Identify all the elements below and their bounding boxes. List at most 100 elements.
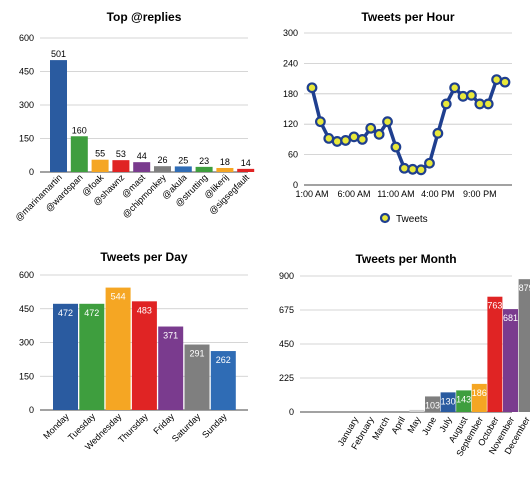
data-point (331, 136, 343, 147)
x-tick-label: 11:00 AM (377, 189, 414, 199)
category-label: Friday (151, 411, 176, 436)
bar (79, 303, 105, 410)
bar (131, 301, 157, 410)
data-point (306, 82, 318, 94)
y-tick-label: 600 (19, 33, 34, 43)
data-point (356, 133, 368, 145)
bar (471, 383, 487, 412)
bar (210, 351, 236, 410)
data-point (365, 122, 377, 134)
y-tick-label: 180 (283, 89, 298, 99)
legend: Tweets (379, 212, 428, 225)
data-point (424, 157, 435, 169)
y-tick-label: 150 (19, 134, 34, 144)
bar (50, 60, 67, 172)
bar-value-label: 55 (95, 149, 105, 159)
bar-value-label: 262 (216, 355, 231, 365)
bar (184, 344, 210, 410)
bar (195, 166, 213, 172)
x-tick-label: 9:00 PM (463, 189, 497, 199)
y-tick-label: 450 (19, 304, 34, 314)
data-point (449, 82, 461, 94)
bar (105, 287, 131, 410)
bar (503, 309, 518, 412)
y-tick-label: 0 (29, 167, 34, 177)
bar-value-label: 103 (425, 400, 440, 410)
bar-value-label: 14 (241, 158, 251, 168)
bar-value-label: 472 (58, 308, 73, 318)
bar (487, 296, 503, 412)
bar (112, 160, 130, 172)
bar-value-label: 472 (84, 308, 99, 318)
bar (409, 409, 425, 412)
data-point (491, 74, 503, 86)
data-point (432, 127, 444, 139)
y-tick-label: 450 (19, 67, 34, 77)
bar-value-label: 143 (456, 394, 471, 404)
chart-title: Tweets per Day (100, 250, 187, 264)
bar (133, 162, 151, 172)
bar-value-label: 544 (111, 292, 126, 302)
category-label: Saturday (170, 411, 203, 444)
bar (158, 326, 184, 410)
y-tick-label: 0 (289, 407, 294, 417)
bar-value-label: 681 (503, 313, 518, 323)
data-point (499, 76, 511, 88)
bar (91, 159, 109, 172)
chart-title: Tweets per Hour (361, 10, 454, 24)
chart-title: Top @replies (107, 10, 182, 24)
data-point (482, 98, 494, 110)
category-label: June (420, 415, 438, 437)
y-tick-label: 600 (19, 270, 34, 280)
category-label: April (389, 415, 407, 436)
data-point (415, 164, 427, 176)
bar (440, 392, 456, 412)
legend-marker (379, 212, 391, 224)
data-point (314, 116, 326, 128)
y-tick-label: 60 (288, 150, 298, 160)
data-point (407, 163, 419, 175)
data-point (348, 131, 360, 143)
bar-value-label: 25 (178, 155, 188, 165)
bar-value-label: 44 (137, 151, 147, 161)
y-tick-label: 300 (19, 100, 34, 110)
y-tick-label: 0 (29, 405, 34, 415)
bar (174, 166, 192, 172)
chart-month: Tweets per Month0225450675900JanuaryFebr… (279, 252, 530, 458)
bar-value-label: 483 (137, 305, 152, 315)
y-tick-label: 300 (19, 338, 34, 348)
y-tick-label: 450 (279, 339, 294, 349)
data-point (398, 162, 410, 174)
y-tick-label: 0 (293, 180, 298, 190)
bar-value-label: 53 (116, 149, 126, 159)
bar-value-label: 160 (72, 125, 87, 135)
x-tick-label: 6:00 AM (337, 189, 370, 199)
data-point (457, 90, 469, 102)
y-tick-label: 240 (283, 58, 298, 68)
y-tick-label: 675 (279, 305, 294, 315)
category-label: Thursday (116, 411, 150, 445)
legend-label: Tweets (396, 214, 428, 225)
bar-value-label: 371 (163, 331, 178, 341)
bar-value-label: 763 (487, 301, 502, 311)
bar-value-label: 501 (51, 49, 66, 59)
bar-value-label: 26 (157, 155, 167, 165)
bar-value-label: 291 (189, 349, 204, 359)
x-tick-label: 4:00 PM (421, 189, 455, 199)
y-tick-label: 300 (283, 28, 298, 38)
data-point (382, 116, 393, 128)
bar (518, 279, 530, 412)
bar-value-label: 879 (519, 283, 530, 293)
y-tick-label: 150 (19, 371, 34, 381)
y-tick-label: 900 (279, 271, 294, 281)
data-point (373, 128, 385, 140)
bar (456, 390, 472, 412)
bar (154, 166, 171, 172)
category-label: Sunday (200, 411, 229, 440)
data-point (340, 135, 351, 146)
data-point (440, 98, 452, 110)
bar (425, 396, 440, 412)
chart-day: Tweets per Day0150300450600472Monday472T… (19, 250, 248, 452)
x-tick-label: 1:00 AM (295, 189, 328, 199)
